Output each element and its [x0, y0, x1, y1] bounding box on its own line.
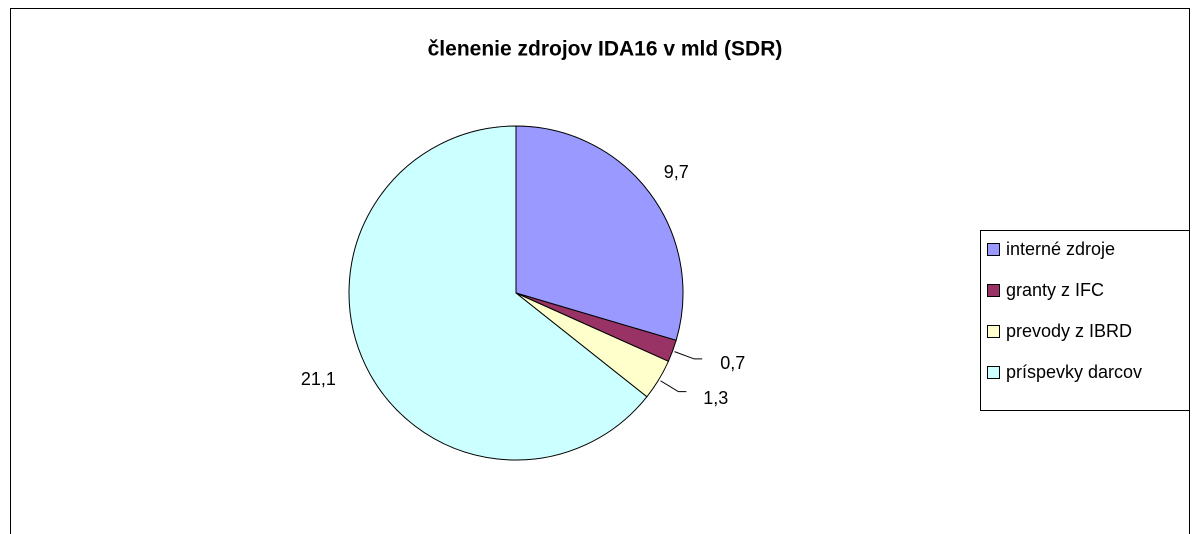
data-label: 0,7	[720, 353, 745, 373]
pie-slice	[348, 125, 648, 461]
legend-box	[980, 230, 1190, 411]
legend-swatch	[987, 284, 1000, 297]
legend-label: interné zdroje	[1006, 239, 1115, 259]
legend-swatch	[987, 243, 1000, 256]
legend-label: príspevky darcov	[1006, 362, 1142, 382]
leader-line	[660, 380, 687, 393]
data-label: 1,3	[703, 388, 728, 408]
legend-swatch	[987, 325, 1000, 338]
chart-title: členenie zdrojov IDA16 v mld (SDR)	[428, 38, 783, 61]
data-label: 9,7	[664, 162, 689, 182]
legend-swatch	[987, 366, 1000, 379]
leader-line	[674, 351, 703, 360]
legend-label: prevody z IBRD	[1006, 321, 1132, 341]
pie-slice	[515, 125, 684, 341]
legend-label: granty z IFC	[1006, 280, 1104, 300]
data-label: 21,1	[301, 369, 336, 389]
